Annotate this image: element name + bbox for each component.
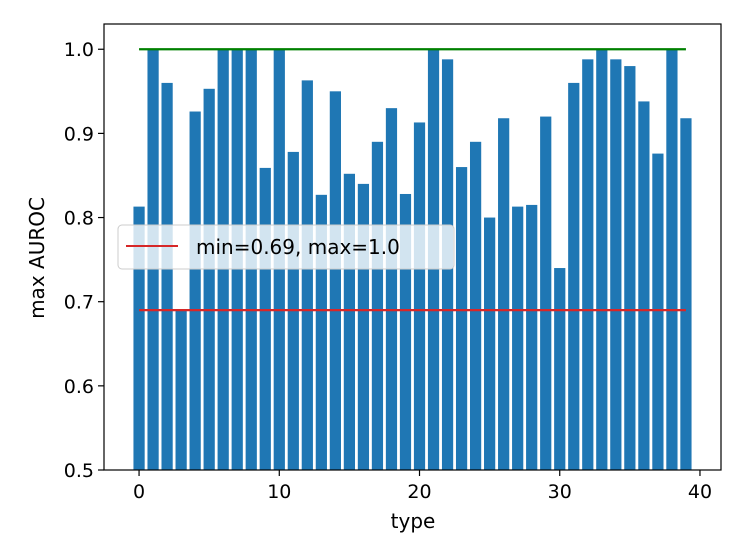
x-tick-label: 10 [267,481,291,503]
bar [385,108,398,471]
x-tick-label: 0 [133,481,145,503]
bar [315,194,327,470]
bar [666,49,678,470]
bar [203,88,215,471]
x-tick-label: 40 [688,481,712,503]
bar [343,173,356,471]
x-axis-ticks: 0 10 20 30 40 [133,470,712,503]
bar [582,59,594,471]
bar [610,59,622,471]
y-axis-ticks: 0.5 0.6 0.7 0.8 0.9 1.0 [64,39,104,482]
bar [301,80,313,470]
x-axis-label: type [391,509,436,533]
reference-lines [139,48,686,312]
y-tick-label: 0.5 [64,460,94,482]
bar [399,193,412,471]
bar [161,82,173,470]
bar [498,118,510,470]
bar [329,91,341,470]
bar [540,116,552,470]
legend: min=0.69, max=1.0 [117,224,455,270]
legend-box [117,224,455,270]
bar [484,217,496,470]
bar [259,167,271,470]
y-tick-label: 0.8 [64,208,94,230]
bar [680,118,692,470]
plot-frame [103,23,722,471]
bar [469,141,482,470]
y-tick-label: 0.7 [64,292,94,314]
bar [512,206,524,471]
y-axis-label: max AUROC [25,197,49,319]
x-tick-label: 30 [548,481,572,503]
legend-label: min=0.69, max=1.0 [196,235,400,259]
bar [357,183,370,470]
x-tick-label: 20 [407,481,431,503]
bar [189,111,201,471]
bar [568,82,580,470]
bar [624,66,636,470]
y-tick-label: 1.0 [64,39,94,61]
bar [652,153,664,470]
bar [133,206,145,471]
y-tick-label: 0.6 [64,376,94,398]
bar [638,101,650,471]
bar [175,309,187,470]
y-tick-label: 0.9 [64,123,94,145]
bar [371,141,384,470]
bar [455,167,468,470]
bar [596,49,608,470]
bar [526,204,538,471]
bar [413,122,426,471]
bar [554,268,566,470]
